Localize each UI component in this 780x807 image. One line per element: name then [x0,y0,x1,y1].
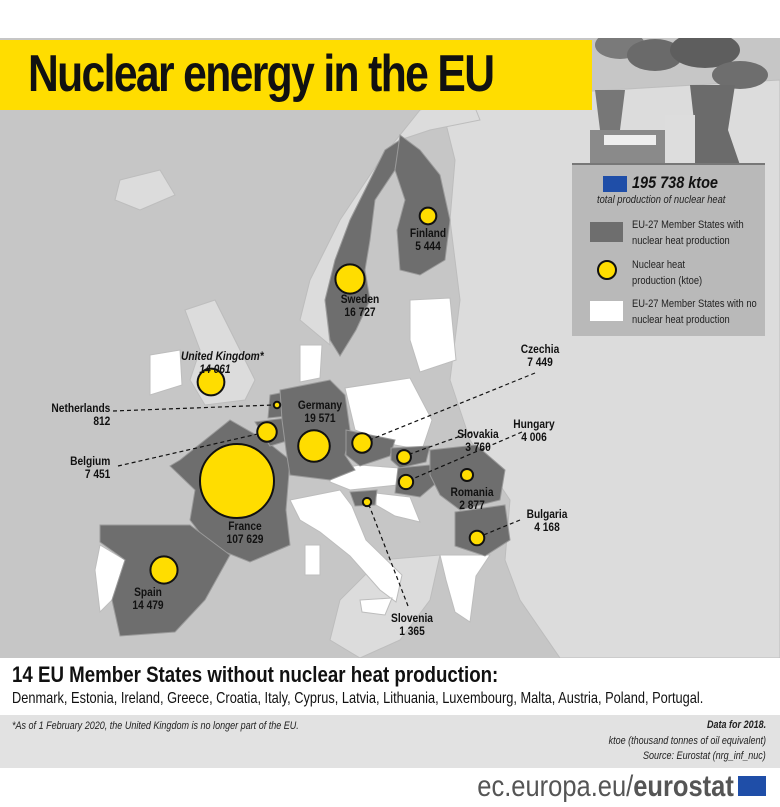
country-name: Slovenia [391,611,433,625]
leader-lines [112,372,536,607]
country-name: Hungary [513,417,555,431]
notes-panel [0,715,780,768]
country-value: 812 [92,414,110,428]
note-uk: *As of 1 February 2020, the United Kingd… [12,720,299,732]
legend-total: 195 738 ktoe [632,173,718,192]
bubble-spain [149,555,179,585]
country-value: 7 449 [527,355,553,369]
bubble-hungary [397,473,415,491]
note-unit: ktoe (thousand tonnes of oil equivalent) [608,735,766,747]
country-value: 4 006 [521,430,547,444]
label-slovakia: Slovakia 3 760 [444,428,512,454]
legend-total-caption: total production of nuclear heat [597,194,726,206]
label-unitedkingdom: United Kingdom* 14 061 [181,349,264,376]
label-hungary: Hungary 4 006 [500,418,568,444]
country-name: France [228,519,262,533]
page-title: Nuclear energy in the EU [28,45,495,103]
without-list: Denmark, Estonia, Ireland, Greece, Croat… [12,690,704,707]
label-bulgaria: Bulgaria 4 168 [513,508,581,534]
country-value: 4 168 [534,520,560,534]
bubble-bulgaria [468,529,486,547]
legend-swatch-nuclear [590,222,623,242]
footer-brand: eurostat [633,770,734,803]
bubble-czechia [351,432,373,454]
country-name: Spain [134,585,162,599]
country-name: Sweden [340,292,380,306]
country-value: 19 571 [304,411,336,425]
label-czechia: Czechia 7 449 [506,343,574,369]
bubbles [149,206,486,585]
bubble-france [199,443,275,519]
label-romania: Romania 2 877 [438,486,506,512]
legend-swatch-bubble [597,260,617,280]
country-value: 1 365 [399,624,425,638]
label-netherlands: Netherlands 812 [51,402,110,428]
country-name: Belgium [69,454,110,468]
country-name: Slovakia [457,427,499,441]
label-france: France 107 629 [211,520,279,546]
country-value: 16 727 [344,305,376,319]
label-belgium: Belgium 7 451 [70,455,110,481]
title-bar [0,40,592,110]
footer-domain: ec.europa.eu/ [477,770,634,803]
eu-flag-icon [603,176,627,192]
label-finland: Finland 5 444 [394,227,462,253]
leader-belgium [117,432,263,467]
country-name: Bulgaria [526,507,568,521]
country-name: Romania [450,485,494,499]
country-value: 107 629 [226,532,264,546]
bubble-germany [297,429,331,463]
label-sweden: Sweden 16 727 [326,293,394,319]
bubble-slovakia [396,449,412,465]
country-value: 14 061 [199,362,231,376]
note-year: Data for 2018. [706,719,766,731]
legend-item-nuclear: EU-27 Member States with nuclear heat pr… [632,219,744,247]
country-name: Germany [297,398,343,412]
bubble-belgium [256,421,278,443]
bubble-sweden [334,263,366,295]
country-value: 2 877 [459,498,485,512]
without-title: 14 EU Member States without nuclear heat… [12,662,499,687]
label-slovenia: Slovenia 1 365 [378,612,446,638]
country-name: Czechia [520,342,560,356]
europe-map [0,38,780,658]
label-spain: Spain 14 479 [114,586,182,612]
legend: 195 738 ktoe total production of nuclear… [572,165,765,336]
leader-slovakia [406,431,473,456]
leader-hungary [409,431,523,481]
legend-item-no-nuclear: EU-27 Member States with no nuclear heat… [632,298,757,326]
label-germany: Germany 19 571 [286,399,354,425]
country-value: 3 760 [465,440,491,454]
bubble-finland [418,206,438,226]
country-value: 14 479 [132,598,164,612]
country-name: United Kingdom* [181,349,264,363]
bubble-netherlands [272,400,282,410]
country-name: Finland [409,226,447,240]
eu-no-nuclear [94,297,491,623]
eu-flag-icon [738,776,766,796]
without-panel [0,658,780,715]
footer-link[interactable]: ec.europa.eu/eurostat [477,770,734,804]
legend-item-bubble: Nuclear heat production (ktoe) [632,259,703,287]
leader-bulgaria [480,519,521,537]
bubble-slovenia [361,496,373,508]
bubble-unitedkingdom [196,367,226,397]
power-plant-icon [572,38,768,166]
country-value: 5 444 [415,239,441,253]
bubble-romania [459,467,475,483]
country-name: Netherlands [51,401,110,415]
leader-netherlands [112,404,274,412]
legend-swatch-no-nuclear [590,301,623,321]
country-value: 7 451 [84,467,110,481]
note-source: Source: Eurostat (nrg_inf_nuc) [643,750,766,762]
leader-czechia [366,372,536,442]
